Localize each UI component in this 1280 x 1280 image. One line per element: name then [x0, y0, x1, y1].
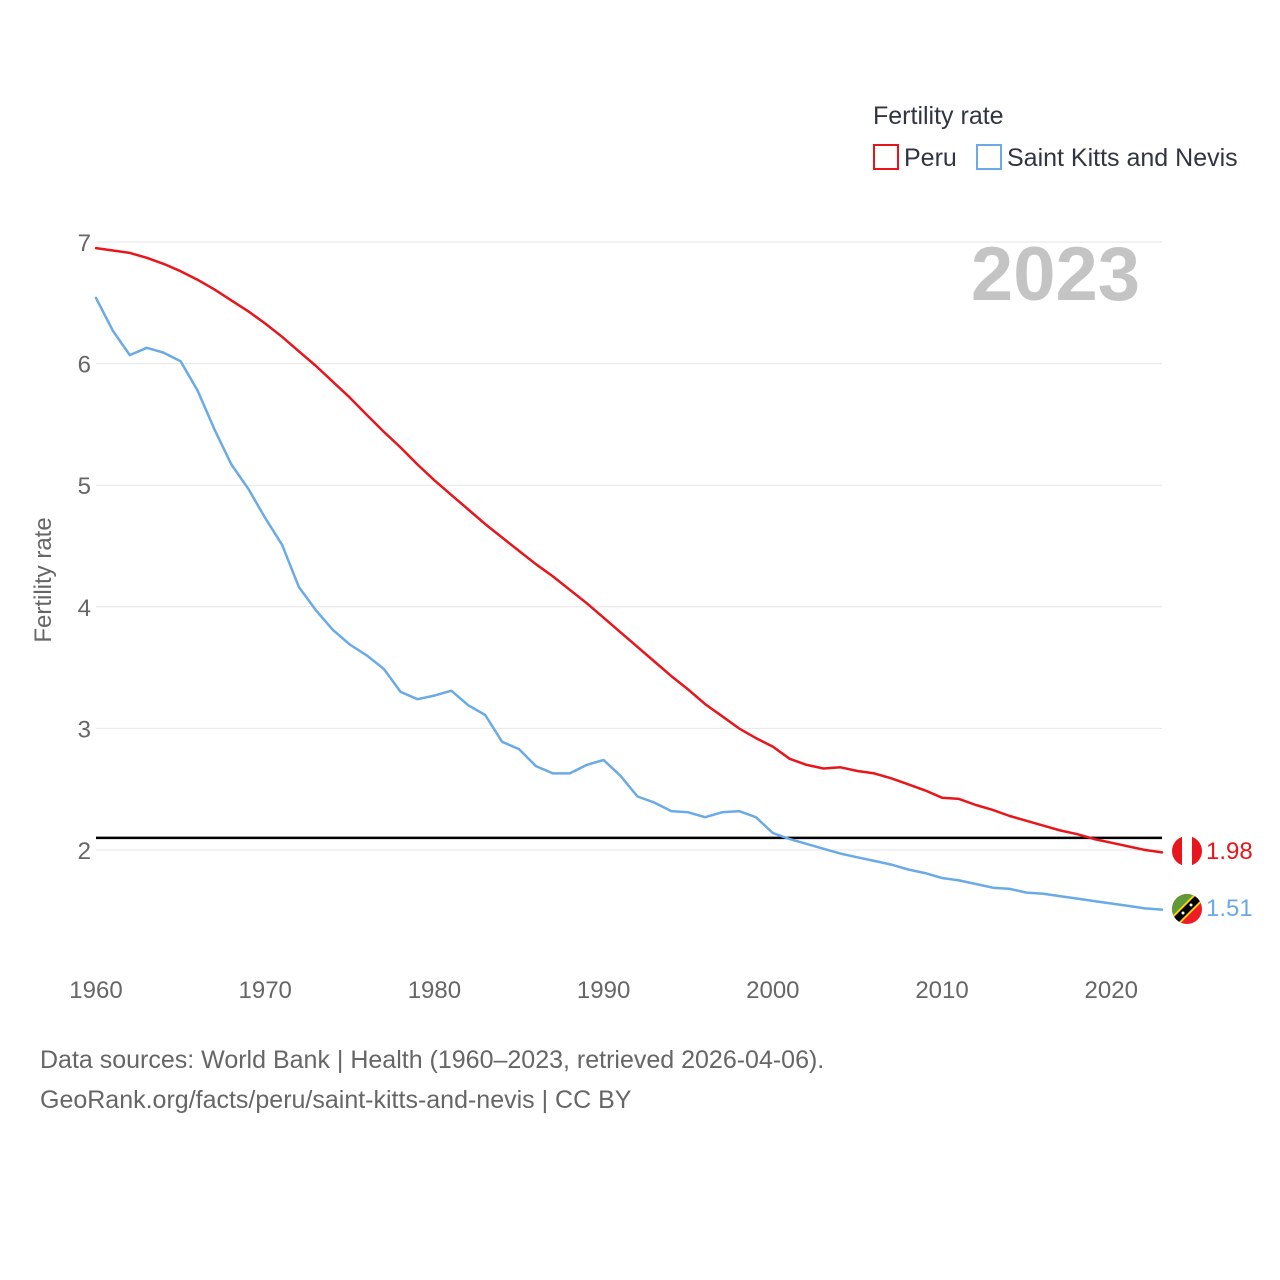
y-tick-3: 3 — [78, 716, 91, 743]
x-tick-1990: 1990 — [577, 977, 630, 1004]
legend-label-peru: Peru — [904, 144, 957, 172]
y-tick-2: 2 — [78, 838, 91, 865]
legend-swatch-peru — [873, 144, 899, 170]
saint-kitts-and-nevis-flag-icon — [1172, 894, 1202, 924]
x-tick-2000: 2000 — [746, 977, 799, 1004]
x-tick-1960: 1960 — [69, 977, 122, 1004]
legend-swatch-saint-kitts-and-nevis — [976, 144, 1002, 170]
y-tick-labels: 2 3 4 5 6 7 — [78, 230, 91, 865]
peru-flag-icon — [1172, 836, 1202, 866]
y-gridlines — [96, 241, 1162, 851]
y-tick-7: 7 — [78, 230, 91, 257]
x-tick-1980: 1980 — [408, 977, 461, 1004]
series-line-saint-kitts-and-nevis — [94, 296, 1164, 911]
x-tick-1970: 1970 — [239, 977, 292, 1004]
year-label: 2023 — [971, 232, 1140, 317]
source-line-1: Data sources: World Bank | Health (1960–… — [40, 1046, 825, 1074]
series-lines — [94, 246, 1164, 911]
end-value-peru: 1.98 — [1206, 838, 1253, 865]
legend-title: Fertility rate — [873, 102, 1004, 130]
y-tick-5: 5 — [78, 473, 91, 500]
x-tick-labels: 1960 1970 1980 1990 2000 2010 2020 — [69, 977, 1138, 1004]
source-line-2: GeoRank.org/facts/peru/saint-kitts-and-n… — [40, 1086, 632, 1114]
x-tick-2020: 2020 — [1085, 977, 1138, 1004]
end-value-saint-kitts-and-nevis: 1.51 — [1206, 895, 1253, 922]
data-source-note: Data sources: World Bank | Health (1960–… — [40, 1040, 824, 1120]
y-axis-label: Fertility rate — [30, 517, 57, 642]
series-line-peru — [94, 246, 1164, 854]
x-tick-2010: 2010 — [915, 977, 968, 1004]
legend: Fertility rate Peru Saint Kitts and Nevi… — [873, 102, 1238, 172]
y-tick-6: 6 — [78, 352, 91, 379]
legend-label-saint-kitts-and-nevis: Saint Kitts and Nevis — [1007, 144, 1238, 172]
y-tick-4: 4 — [78, 595, 91, 622]
